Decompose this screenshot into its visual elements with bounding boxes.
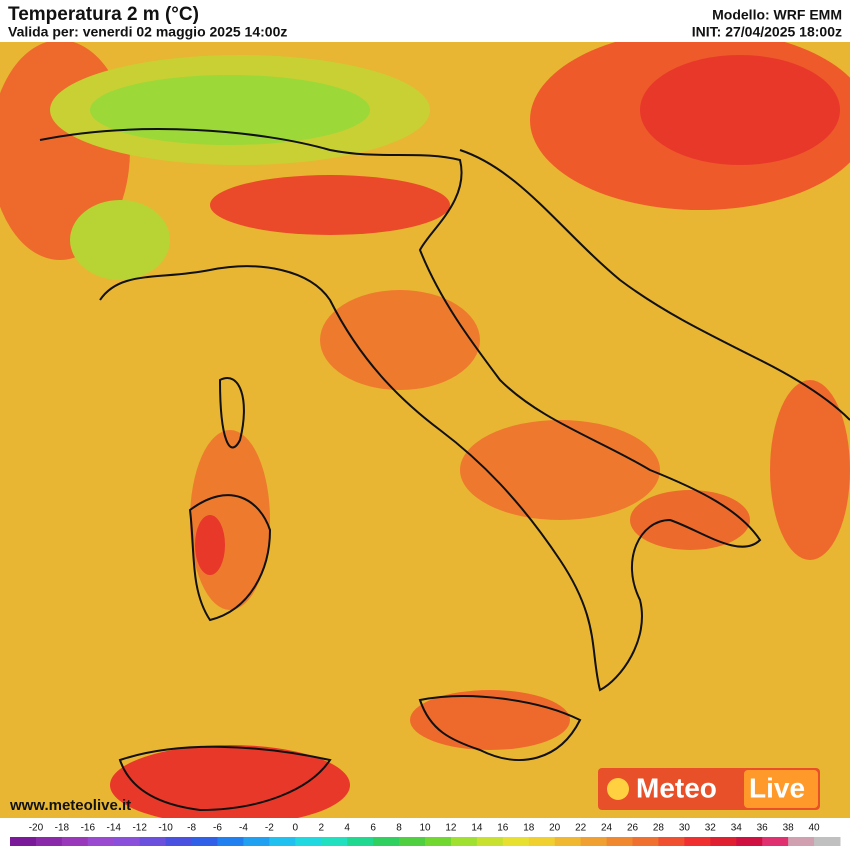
warm-area xyxy=(410,690,570,750)
color-swatch xyxy=(399,837,426,846)
colorbar-tick-label: -4 xyxy=(239,823,248,834)
logo-sun xyxy=(607,778,629,800)
cool-area xyxy=(90,75,370,145)
color-swatch xyxy=(632,837,659,846)
hot-area xyxy=(110,745,350,825)
warm-area xyxy=(630,490,750,550)
color-swatch xyxy=(87,837,115,846)
color-swatch xyxy=(580,837,608,846)
color-swatch xyxy=(476,837,504,846)
colorbar-tick-label: 20 xyxy=(549,823,561,834)
logo-box xyxy=(744,770,818,808)
model: Modello: WRF EMM xyxy=(712,7,842,23)
colorbar-tick-label: 6 xyxy=(370,823,376,834)
colorbar-tick-label: -6 xyxy=(213,823,222,834)
color-swatch xyxy=(450,837,478,846)
cool-area xyxy=(70,200,170,280)
colorbar-tick-label: 28 xyxy=(653,823,665,834)
color-swatch xyxy=(814,837,841,846)
colorbar-tick-label: 4 xyxy=(344,823,350,834)
color-swatch xyxy=(165,837,193,846)
logo-text: Live xyxy=(749,772,805,803)
colorbar-tick-label: 24 xyxy=(601,823,613,834)
color-swatch xyxy=(554,837,582,846)
color-swatch xyxy=(61,837,89,846)
color-swatch xyxy=(191,837,218,846)
color-swatch xyxy=(217,837,244,846)
color-swatch xyxy=(762,837,789,846)
color-swatch xyxy=(788,837,815,846)
colorbar-tick-label: 8 xyxy=(396,823,402,834)
colorbar-tick-label: 18 xyxy=(523,823,535,834)
color-swatch xyxy=(139,837,167,846)
colorbar-tick-label: 16 xyxy=(497,823,509,834)
color-swatch xyxy=(425,837,452,846)
colorbar-tick-label: 36 xyxy=(757,823,769,834)
colorbar-tick-label: 14 xyxy=(471,823,483,834)
color-swatch xyxy=(710,837,737,846)
colorbar-tick-label: 12 xyxy=(445,823,457,834)
color-swatch xyxy=(347,837,374,846)
colorbar-tick-label: 30 xyxy=(679,823,691,834)
warm-area xyxy=(460,420,660,520)
coastline xyxy=(39,128,762,692)
color-swatch xyxy=(35,837,63,846)
color-swatch xyxy=(295,837,322,846)
color-swatch xyxy=(502,837,530,846)
map xyxy=(0,30,850,825)
colorbar-tick-label: 0 xyxy=(293,823,299,834)
color-swatch xyxy=(113,837,141,846)
color-swatch xyxy=(684,837,711,846)
color-swatch xyxy=(658,837,685,846)
colorbar-tick-label: -16 xyxy=(81,823,96,834)
hot-area xyxy=(210,175,450,235)
init: INIT: 27/04/2025 18:00z xyxy=(692,24,842,40)
subtitle: Valida per: venerdi 02 maggio 2025 14:00… xyxy=(8,24,287,40)
color-swatch xyxy=(373,837,400,846)
warm-area xyxy=(770,380,850,560)
color-swatch xyxy=(321,837,348,846)
colorbar-tick-label: 22 xyxy=(575,823,587,834)
colorbar: -20 -18 -16 -14 -12 -10 -8 -6 -4 -2 0 2 4 6 8 10 12 14 16 1… xyxy=(10,823,841,846)
color-swatch xyxy=(606,837,633,846)
hot-area xyxy=(640,55,840,165)
colorbar-tick-label: 26 xyxy=(627,823,639,834)
colorbar-tick-label: 32 xyxy=(705,823,717,834)
warm-area xyxy=(320,290,480,390)
colorbar-tick-label: -20 xyxy=(29,823,44,834)
color-swatch xyxy=(10,837,37,846)
header-band xyxy=(0,0,850,42)
coastline xyxy=(188,494,272,622)
color-swatch xyxy=(243,837,270,846)
title: Temperatura 2 m (°C) xyxy=(8,4,199,25)
colorbar-tick-label: -18 xyxy=(55,823,70,834)
logo: Meteo Live xyxy=(598,768,820,810)
colorbar-tick-label: -12 xyxy=(132,823,147,834)
logo-text: Meteo xyxy=(636,772,717,803)
colorbar-tick-label: 10 xyxy=(419,823,431,834)
watermark: www.meteolive.it xyxy=(9,797,131,814)
coastline xyxy=(418,695,582,761)
colorbar-tick-label: -10 xyxy=(158,823,173,834)
colorbar-tick-label: 34 xyxy=(731,823,743,834)
color-swatch xyxy=(269,837,296,846)
coastline xyxy=(218,377,245,449)
colorbar-tick-label: -2 xyxy=(265,823,274,834)
coastline xyxy=(118,745,332,812)
coastline xyxy=(459,149,850,421)
color-swatch xyxy=(736,837,763,846)
colorbar-tick-label: 40 xyxy=(809,823,821,834)
colorbar-tick-label: -14 xyxy=(107,823,122,834)
colorbar-tick-label: 2 xyxy=(318,823,324,834)
colorbar-tick-label: -8 xyxy=(187,823,196,834)
color-swatch xyxy=(528,837,556,846)
colorbar-tick-label: 38 xyxy=(783,823,795,834)
hot-area xyxy=(195,515,225,575)
